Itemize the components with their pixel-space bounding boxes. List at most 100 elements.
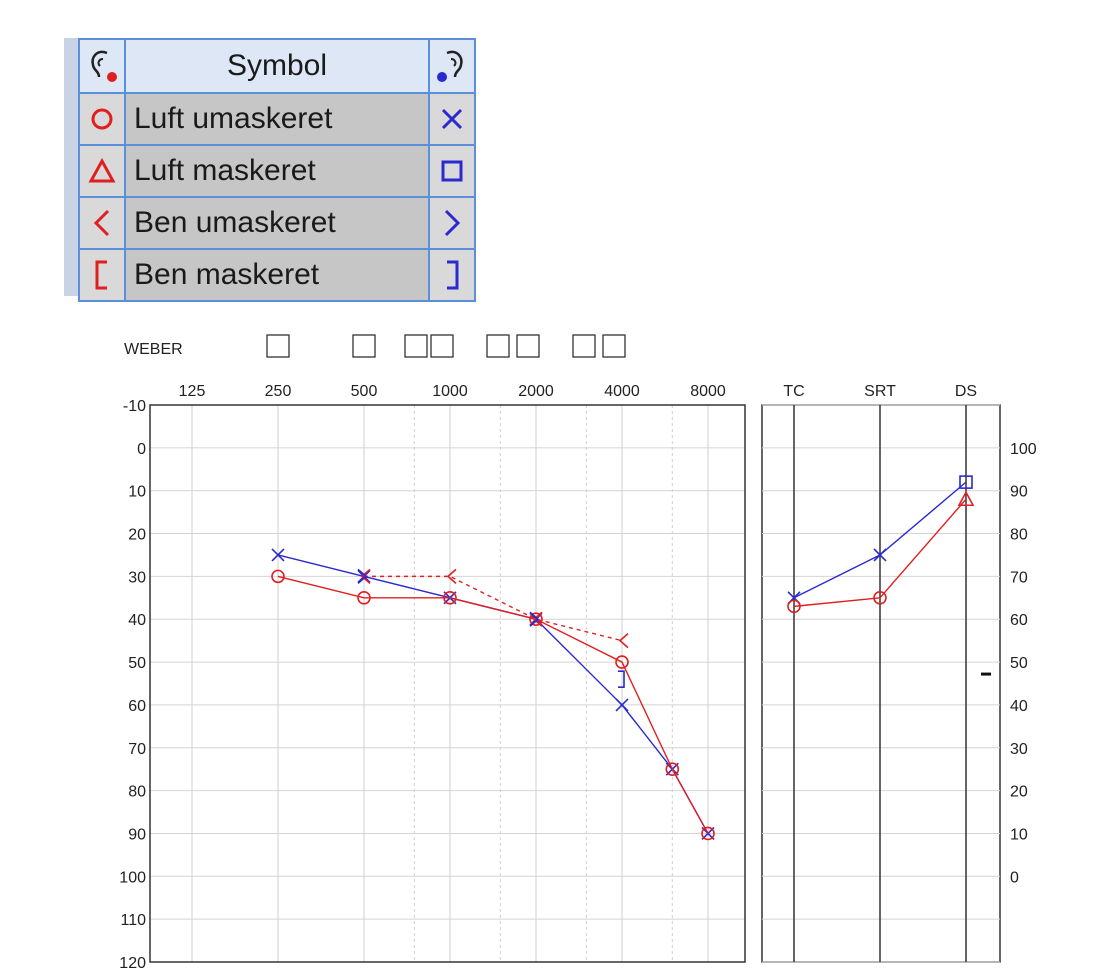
x-tick-label: 125 — [179, 383, 206, 400]
right-y-tick-label: 40 — [1010, 698, 1028, 715]
speech-data-point — [787, 599, 801, 614]
legend-left-symbol — [78, 196, 126, 250]
data-point — [618, 633, 629, 649]
y-tick-label: 80 — [128, 784, 146, 801]
x-tick-label: 2000 — [518, 383, 554, 400]
bracket-right-marker — [618, 670, 625, 689]
greater-than-marker-icon — [444, 209, 461, 237]
right-y-tick-label: 70 — [1010, 569, 1028, 586]
less-than-marker — [446, 568, 457, 584]
speech-data-point — [959, 475, 973, 489]
right-y-tick-label: 90 — [1010, 484, 1028, 501]
legend-left-symbol — [78, 248, 126, 302]
circle-marker — [443, 591, 457, 605]
circle-marker — [787, 599, 801, 614]
less-than-marker — [532, 611, 543, 627]
y-tick-label: -10 — [123, 398, 146, 415]
legend-row: Ben maskeret — [78, 248, 476, 302]
speech-series-line — [879, 481, 967, 556]
legend-row: Luft maskeret — [78, 144, 476, 198]
right-y-tick-label: 80 — [1010, 527, 1028, 544]
legend-row: Ben umaskeret — [78, 196, 476, 250]
data-point — [357, 568, 368, 584]
legend-row-label: Ben umaskeret — [124, 196, 430, 250]
weber-checkbox — [404, 334, 428, 358]
speech-series-line — [793, 597, 881, 608]
x-tick-label: 1000 — [432, 383, 468, 400]
less-than-marker-icon — [93, 209, 110, 237]
y-tick-label: 60 — [128, 698, 146, 715]
right-y-tick-label: 10 — [1010, 826, 1028, 843]
symbol-legend: Symbol Luft umaskeret — [64, 38, 476, 302]
circle-marker — [271, 569, 285, 584]
speech-series-line — [879, 498, 967, 599]
y-tick-label: 50 — [128, 655, 146, 672]
triangle-marker — [957, 490, 975, 507]
legend-right-symbol — [428, 248, 476, 302]
weber-checkbox — [430, 334, 454, 358]
data-point — [529, 611, 540, 627]
series-line — [277, 554, 709, 834]
bracket-right-marker-icon — [447, 260, 459, 290]
legend-table: Symbol Luft umaskeret — [78, 38, 476, 302]
data-point — [271, 569, 285, 584]
legend-header-row: Symbol — [78, 38, 476, 94]
legend-row-label: Luft maskeret — [124, 144, 430, 198]
square-marker — [959, 475, 973, 489]
circle-marker — [873, 591, 887, 605]
data-point — [532, 611, 543, 627]
right-y-tick-label: 20 — [1010, 784, 1028, 801]
circle-marker-icon — [91, 108, 113, 130]
x-tick-label: 8000 — [690, 383, 726, 400]
x-tick-label: 500 — [351, 383, 378, 400]
square-marker-icon — [441, 160, 463, 182]
data-point — [701, 826, 715, 841]
data-point — [446, 568, 457, 584]
greater-than-marker — [357, 568, 368, 584]
legend-right-ear-cell — [428, 38, 476, 94]
y-tick-label: 20 — [128, 527, 146, 544]
data-point — [529, 612, 543, 627]
data-point — [618, 670, 625, 689]
circle-marker — [701, 826, 715, 841]
right-y-tick-label: 0 — [1010, 869, 1019, 886]
audiogram-frame — [149, 404, 746, 963]
weber-checkbox — [602, 334, 626, 358]
x-tick-label: 250 — [265, 383, 292, 400]
x-marker-icon — [441, 108, 463, 130]
series-line — [364, 575, 623, 642]
data-point — [357, 591, 371, 605]
data-point — [271, 548, 285, 562]
x-marker — [615, 698, 629, 712]
speech-data-point — [957, 490, 975, 507]
legend-header-title: Symbol — [124, 38, 430, 94]
right-y-tick-label: 30 — [1010, 741, 1028, 758]
legend-right-symbol — [428, 92, 476, 146]
legend-right-symbol — [428, 144, 476, 198]
ear-left-icon — [91, 50, 117, 82]
legend-side-strip — [64, 38, 78, 296]
data-point — [615, 655, 629, 669]
data-point — [443, 591, 457, 605]
ear-right-icon — [437, 50, 463, 82]
y-tick-label: 10 — [128, 484, 146, 501]
legend-row-label: Ben maskeret — [124, 248, 430, 302]
right-y-tick-label: 100 — [1010, 441, 1037, 458]
data-point — [615, 698, 629, 712]
bracket-left-marker-icon — [95, 260, 107, 290]
triangle-marker-icon — [88, 158, 116, 183]
right-y-tick-label: 60 — [1010, 612, 1028, 629]
legend-right-symbol — [428, 196, 476, 250]
y-tick-label: 120 — [119, 955, 146, 972]
weber-checkbox — [486, 334, 510, 358]
legend-row: Luft umaskeret — [78, 92, 476, 146]
circle-marker — [529, 612, 543, 627]
x-marker — [271, 548, 285, 562]
weber-checkbox — [266, 334, 290, 358]
weber-checkbox — [572, 334, 596, 358]
weber-checkbox — [516, 334, 540, 358]
data-point — [665, 762, 680, 776]
less-than-marker — [618, 633, 629, 649]
speech-data-point — [873, 591, 887, 605]
y-tick-label: 0 — [137, 441, 146, 458]
